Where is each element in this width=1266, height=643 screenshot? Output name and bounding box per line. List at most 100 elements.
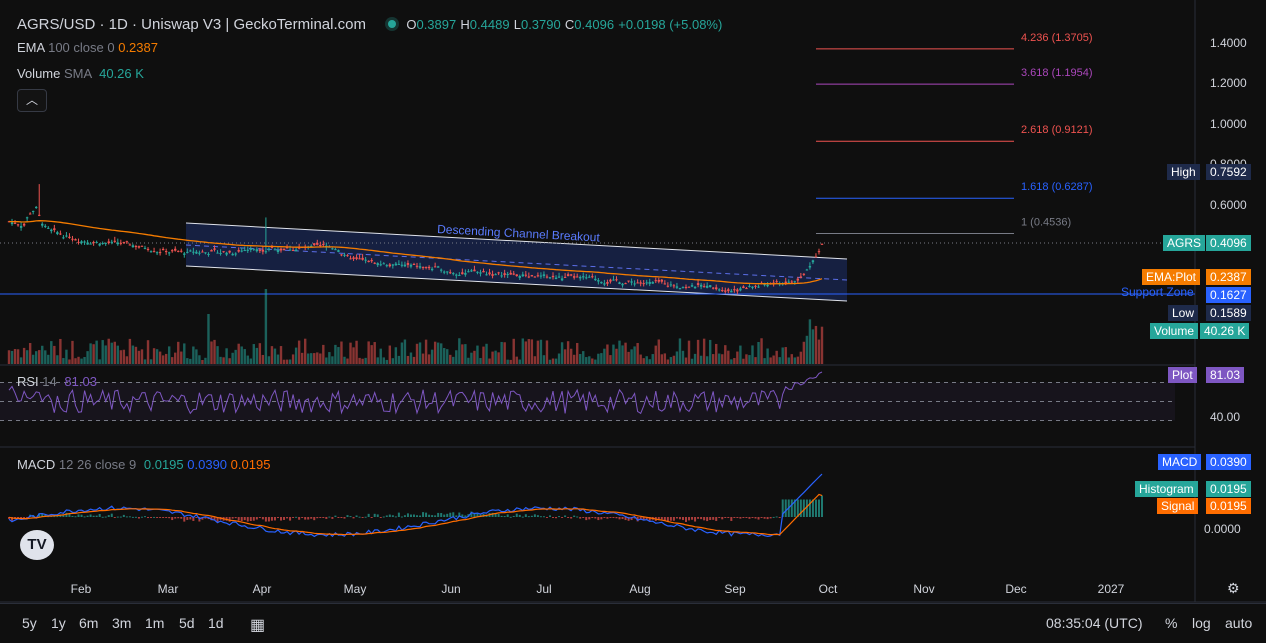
volume-bar <box>636 343 639 364</box>
candle-body <box>799 276 803 278</box>
macd-histogram-bar <box>742 517 745 518</box>
open-label: O <box>406 17 417 32</box>
volume-bar <box>201 359 204 364</box>
candle-body <box>745 288 748 290</box>
volume-bar <box>439 343 443 364</box>
volume-bar <box>796 356 800 364</box>
candle-body <box>62 237 65 239</box>
volume-bar <box>252 344 256 364</box>
candle-body <box>814 256 818 258</box>
timeframe-1m[interactable]: 1m <box>145 615 165 631</box>
candle-body <box>53 228 56 231</box>
candle-body <box>80 241 83 244</box>
volume-bar <box>328 352 331 364</box>
candle-body <box>494 274 497 276</box>
candle-body <box>515 274 518 277</box>
candle-body <box>485 274 488 276</box>
candle-body <box>455 274 458 276</box>
clock[interactable]: 08:35:04 (UTC) <box>1046 615 1143 631</box>
macd-histogram-bar <box>56 516 59 518</box>
macd-histogram-bar <box>41 513 44 517</box>
tradingview-logo[interactable]: TV <box>20 530 54 560</box>
volume-bar <box>446 349 449 364</box>
volume-bar <box>548 359 552 364</box>
macd-histogram-bar <box>697 517 700 519</box>
macd-badge-value: 0.0390 <box>1206 454 1251 470</box>
candle-body <box>140 245 144 247</box>
macd-histogram-bar <box>615 517 618 519</box>
timeframe-3m[interactable]: 3m <box>112 615 132 631</box>
volume-bar <box>461 344 464 364</box>
candle-body <box>171 250 174 252</box>
timeframe-6m[interactable]: 6m <box>79 615 99 631</box>
macd-histogram-bar <box>310 517 313 519</box>
candle-body <box>334 249 337 251</box>
rsi-legend[interactable]: RSI 14 81.03 <box>17 374 97 389</box>
ema-legend[interactable]: EMA 100 close 0 0.2387 <box>17 40 158 55</box>
volume-bar <box>379 348 382 364</box>
candle-body <box>264 251 268 253</box>
volume-bar <box>303 338 307 364</box>
volume-legend[interactable]: Volume SMA 40.26 K <box>17 66 144 81</box>
candle-body <box>370 260 373 262</box>
candle-body <box>621 283 624 286</box>
percent-scale-button[interactable]: % <box>1165 615 1178 631</box>
volume-bar <box>140 349 144 364</box>
volume-bar <box>216 346 219 364</box>
macd-histogram-bar <box>681 517 684 521</box>
macd-histogram-bar <box>718 517 721 518</box>
candle-body <box>183 253 186 255</box>
symbol-title[interactable]: AGRS/USD · 1D · Uniswap V3 | GeckoTermin… <box>17 16 366 33</box>
volume-bar <box>458 338 461 364</box>
candle-body <box>479 272 482 274</box>
calendar-icon[interactable]: ▦ <box>250 617 266 634</box>
volume-bar <box>192 346 195 364</box>
volume-bar <box>394 347 398 364</box>
macd-histogram-bar <box>216 517 219 523</box>
timeframe-1y[interactable]: 1y <box>51 615 66 631</box>
volume-bar <box>409 352 413 364</box>
volume-bar <box>50 341 53 364</box>
volume-bar <box>763 358 766 364</box>
settings-icon[interactable]: ⚙ <box>1227 580 1240 596</box>
macd-histogram-bar <box>766 517 769 520</box>
candle-body <box>711 287 715 289</box>
volume-bar <box>727 350 730 364</box>
macd-histogram-bar <box>367 513 370 517</box>
candle-body <box>192 251 195 253</box>
macd-line-value: 0.0390 <box>187 457 228 472</box>
macd-histogram-bar <box>476 513 479 517</box>
auto-scale-button[interactable]: auto <box>1225 615 1253 631</box>
volume-bar <box>524 341 528 364</box>
timeframe-1d[interactable]: 1d <box>208 615 224 631</box>
macd-legend[interactable]: MACD 12 26 close 9 0.0195 0.0390 0.0195 <box>17 457 270 472</box>
volume-bar <box>494 350 497 364</box>
timeframe-5d[interactable]: 5d <box>179 615 195 631</box>
volume-bar <box>397 355 401 364</box>
rsi-plot-badge: Plot <box>1168 367 1197 383</box>
volume-bar <box>588 356 591 364</box>
macd-histogram-bar <box>355 515 358 517</box>
volume-bar <box>128 338 132 364</box>
macd-histogram-bar <box>370 517 373 518</box>
volume-bar <box>13 349 17 364</box>
volume-bar <box>119 350 123 364</box>
candle-body <box>545 276 549 278</box>
candle-body <box>654 280 657 282</box>
volume-bar <box>693 353 697 364</box>
candle-body <box>177 250 180 252</box>
volume-bar <box>41 345 44 364</box>
macd-histogram-bar <box>660 517 663 520</box>
timeframe-5y[interactable]: 5y <box>22 615 37 631</box>
volume-bar <box>28 342 32 364</box>
volume-bar <box>569 348 573 364</box>
candle-body <box>718 289 721 291</box>
open-value: 0.3897 <box>416 17 457 32</box>
candle-body <box>730 290 733 293</box>
volume-bar <box>563 349 567 364</box>
candle-body <box>201 251 204 253</box>
log-scale-button[interactable]: log <box>1192 615 1211 631</box>
candle-body <box>180 250 183 252</box>
chevron-up-icon[interactable]: ︿ <box>17 89 47 112</box>
